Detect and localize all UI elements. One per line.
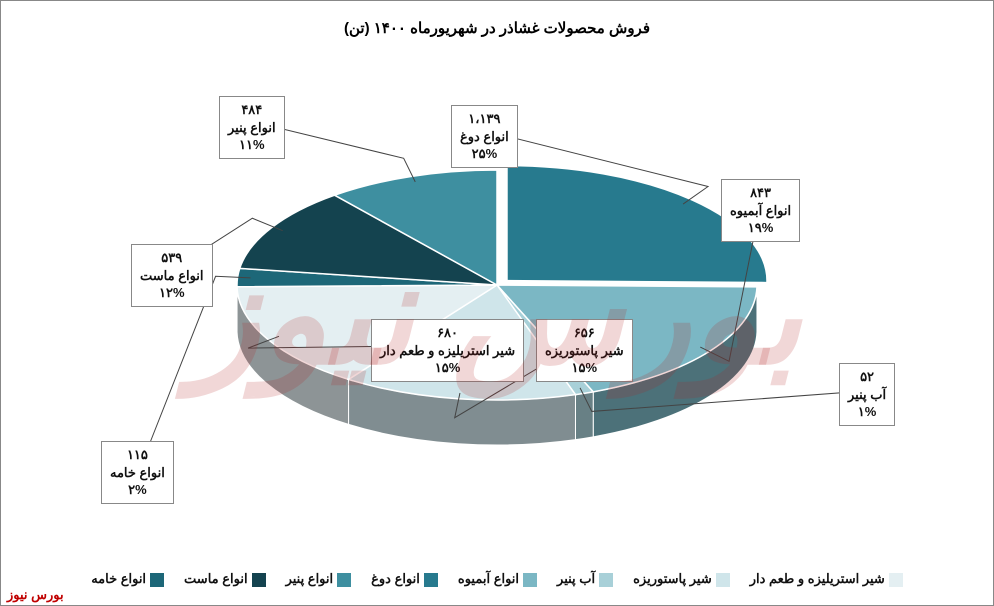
slice-label: ۶۸۰شیر استریلیزه و طعم دار۱۵% [371,319,524,382]
slice-percent: ۱۱% [228,136,276,154]
slice-name: انواع پنیر [228,119,276,137]
slice-value: ۶۸۰ [380,324,515,342]
legend-swatch [424,573,438,587]
legend-label: انواع آبمیوه [458,571,519,586]
legend-item: آب پنیر [557,571,613,587]
slice-name: شیر پاستوریزه [545,342,624,360]
legend-swatch [252,573,266,587]
legend-swatch [889,573,903,587]
legend-label: انواع پنیر [286,571,334,586]
slice-label: ۱،۱۳۹انواع دوغ۲۵% [451,105,518,168]
slice-percent: ۱۲% [140,284,204,302]
slice-name: انواع دوغ [460,128,509,146]
legend-item: انواع آبمیوه [458,571,537,587]
slice-name: انواع خامه [110,464,165,482]
slice-label: ۸۴۳انواع آبمیوه۱۹% [721,179,800,242]
slice-label: ۵۳۹انواع ماست۱۲% [131,244,213,307]
slice-label: ۶۵۶شیر پاستوریزه۱۵% [536,319,633,382]
slice-label: ۴۸۴انواع پنیر۱۱% [219,96,285,159]
slice-percent: ۲۵% [460,145,509,163]
slice-value: ۵۲ [848,368,886,386]
slice-value: ۸۴۳ [730,184,791,202]
legend-swatch [150,573,164,587]
slice-value: ۱،۱۳۹ [460,110,509,128]
legend: شیر استریلیزه و طعم دار شیر پاستوریزه آب پ… [1,571,993,587]
slice-value: ۱۱۵ [110,446,165,464]
slice-value: ۴۸۴ [228,101,276,119]
legend-label: شیر استریلیزه و طعم دار [750,571,885,586]
legend-label: آب پنیر [557,571,595,586]
legend-label: انواع خامه [91,571,146,586]
legend-swatch [337,573,351,587]
slice-name: انواع آبمیوه [730,202,791,220]
slice-label: ۵۲آب پنیر۱% [839,363,895,426]
slice-percent: ۲% [110,481,165,499]
slice-label: ۱۱۵انواع خامه۲% [101,441,174,504]
legend-label: شیر پاستوریزه [633,571,712,586]
legend-item: انواع ماست [184,571,266,587]
legend-label: انواع ماست [184,571,248,586]
slice-percent: ۱۵% [380,359,515,377]
footer-text: بورس نیوز [7,587,64,603]
slice-value: ۵۳۹ [140,249,204,267]
legend-label: انواع دوغ [371,571,420,586]
slice-percent: ۱% [848,403,886,421]
legend-swatch [523,573,537,587]
legend-swatch [716,573,730,587]
slice-name: آب پنیر [848,386,886,404]
chart-container: فروش محصولات غشاذر در شهریورماه ۱۴۰۰ (تن… [0,0,994,606]
legend-swatch [599,573,613,587]
slice-value: ۶۵۶ [545,324,624,342]
slice-name: انواع ماست [140,267,204,285]
legend-item: انواع پنیر [286,571,352,587]
slice-percent: ۱۹% [730,219,791,237]
legend-item: شیر استریلیزه و طعم دار [750,571,903,587]
legend-item: انواع خامه [91,571,164,587]
slice-name: شیر استریلیزه و طعم دار [380,342,515,360]
legend-item: شیر پاستوریزه [633,571,730,587]
slice-percent: ۱۵% [545,359,624,377]
legend-item: انواع دوغ [371,571,438,587]
